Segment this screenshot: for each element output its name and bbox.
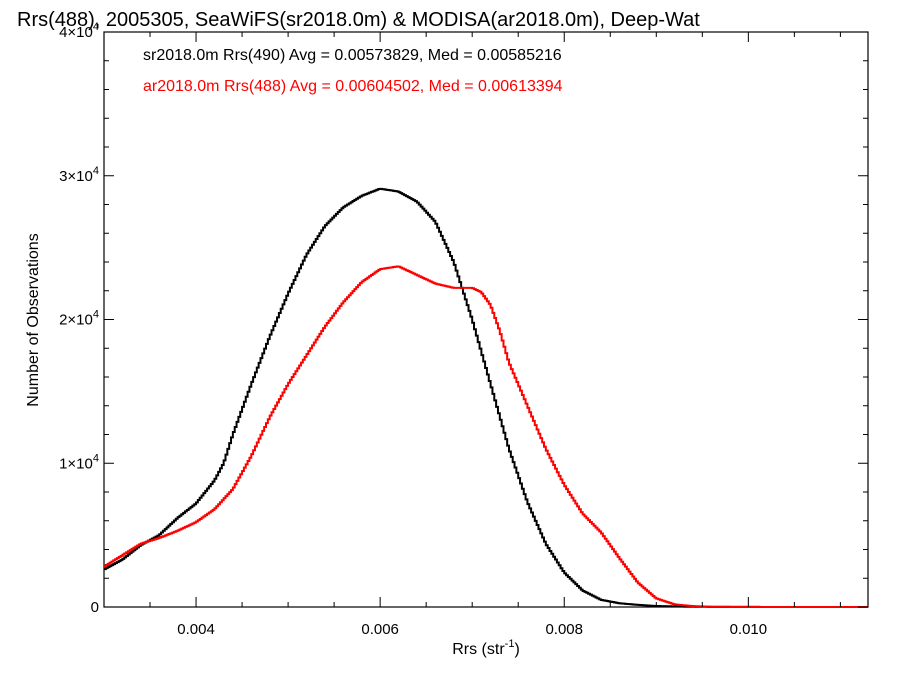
legend-entry-ar2018: ar2018.0m Rrs(488) Avg = 0.00604502, Med… bbox=[143, 78, 563, 95]
y-tick-label: 4×104 bbox=[59, 21, 99, 41]
plot-area bbox=[103, 31, 869, 608]
legend-entry-sr2018: sr2018.0m Rrs(490) Avg = 0.00573829, Med… bbox=[143, 47, 562, 64]
x-tick-label: 0.006 bbox=[361, 621, 399, 638]
x-axis-label: Rrs (str-1) bbox=[452, 638, 520, 658]
y-tick-label: 2×104 bbox=[59, 309, 99, 329]
series-line-0 bbox=[104, 187, 868, 608]
y-axis-label: Number of Observations bbox=[25, 233, 42, 406]
x-tick-label: 0.010 bbox=[730, 621, 768, 638]
y-tick-label: 0 bbox=[91, 599, 99, 616]
legend: sr2018.0m Rrs(490) Avg = 0.00573829, Med… bbox=[143, 47, 563, 95]
series-line-1 bbox=[104, 265, 868, 608]
plot-frame bbox=[103, 31, 869, 608]
x-tick-label: 0.008 bbox=[545, 621, 583, 638]
y-tick-label: 1×104 bbox=[59, 452, 99, 472]
x-tick-label: 0.004 bbox=[177, 621, 215, 638]
x-axis-label-exponent: -1 bbox=[505, 638, 515, 650]
x-axis-ticks: 0.004 0.006 0.008 0.010 bbox=[149, 32, 841, 638]
chart-title: Rrs(488), 2005305, SeaWiFS(sr2018.0m) & … bbox=[17, 9, 700, 31]
y-axis-ticks: 0 1×104 2×104 3×104 4×104 bbox=[59, 21, 868, 616]
y-tick-label: 3×104 bbox=[59, 165, 99, 185]
